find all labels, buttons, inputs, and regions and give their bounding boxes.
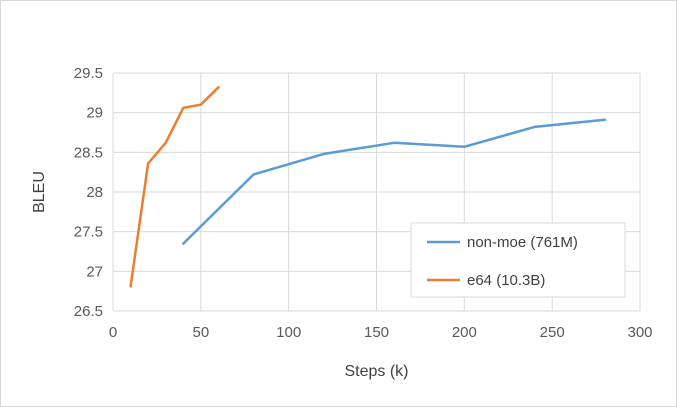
y-tick-label: 29 [86,105,103,122]
x-tick-label: 100 [276,324,301,341]
x-axis-title: Steps (k) [344,363,408,380]
x-tick-label: 0 [109,324,117,341]
y-tick-label: 28 [86,184,103,201]
series-lines [129,86,607,288]
y-tick-label: 26.5 [74,303,103,320]
grid-lines [112,72,641,312]
y-axis-title: BLEU [31,171,48,213]
y-tick-label: 27 [86,263,103,280]
tick-labels: 26.5 27 27.5 28 28.5 29 29.5 0 50 100 150 200 250 300 [74,65,653,341]
x-tick-label: 300 [627,324,652,341]
x-tick-label: 50 [192,324,209,341]
legend-label-non-moe: non-moe (761M) [467,234,578,251]
x-tick-label: 150 [364,324,389,341]
series-line-0 [182,118,607,245]
legend-box [410,222,626,298]
y-tick-label: 27.5 [74,224,103,241]
y-tick-label: 29.5 [74,65,103,82]
series-line-1 [129,86,220,288]
legend: non-moe (761M) e64 (10.3B) [410,222,626,298]
x-tick-label: 200 [452,324,477,341]
y-tick-label: 28.5 [74,144,103,161]
x-tick-label: 250 [540,324,565,341]
legend-label-e64: e64 (10.3B) [467,272,545,289]
